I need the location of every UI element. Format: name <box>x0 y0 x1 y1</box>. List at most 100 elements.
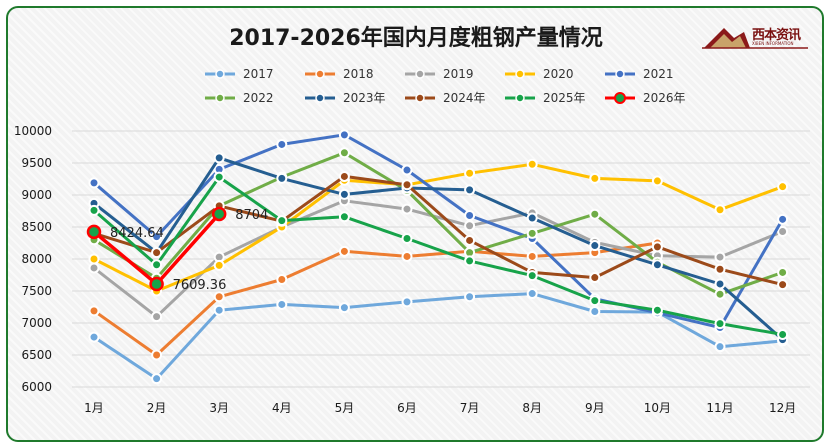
data-point <box>276 172 288 184</box>
legend-item: 2017 <box>205 67 274 81</box>
data-labels: 8424.64 7609.36 8704 <box>110 208 268 293</box>
legend-swatch-marker <box>315 69 325 79</box>
data-point <box>714 341 726 353</box>
logo-icon <box>702 28 808 49</box>
data-point <box>151 231 163 243</box>
data-point <box>338 188 350 200</box>
data-point <box>464 209 476 221</box>
y-tick-label: 9500 <box>21 156 52 170</box>
legend-swatch-marker <box>415 69 425 79</box>
data-point <box>88 331 100 343</box>
data-point <box>151 311 163 323</box>
logo-subtext: XIBEN INFORMATION <box>752 41 794 46</box>
data-point <box>777 181 789 193</box>
legend-swatch-marker <box>515 69 525 79</box>
legend-label: 2018 <box>343 67 374 81</box>
data-point <box>714 278 726 290</box>
logo-text: 西本资讯 <box>752 28 801 43</box>
series-line <box>92 199 785 319</box>
y-tick-label: 8000 <box>21 252 52 266</box>
x-tick-label: 2月 <box>147 401 167 415</box>
data-point <box>714 288 726 300</box>
series-2021 <box>88 129 789 333</box>
data-point <box>213 259 225 271</box>
data-point <box>589 172 601 184</box>
series-line <box>92 162 785 293</box>
series-line <box>92 175 785 336</box>
data-point <box>276 298 288 310</box>
legend-label: 2024年 <box>443 91 486 105</box>
series-line <box>92 133 785 329</box>
legend-swatch-marker <box>215 69 225 79</box>
y-tick-label: 9000 <box>21 188 52 202</box>
data-point <box>526 250 538 262</box>
x-tick-label: 10月 <box>644 401 671 415</box>
legend-item: 2024年 <box>405 91 486 105</box>
y-axis: 6000 6500 7000 7500 8000 8500 9000 9500 10000 <box>14 124 52 394</box>
legend-swatch-marker <box>215 93 225 103</box>
data-label: 7609.36 <box>173 278 227 293</box>
data-point <box>401 164 413 176</box>
legend-swatch-marker <box>315 93 325 103</box>
data-point <box>401 250 413 262</box>
series-2017 <box>88 288 789 385</box>
y-tick-label: 10000 <box>14 124 52 138</box>
series-2018 <box>88 237 663 361</box>
x-tick-label: 9月 <box>585 401 605 415</box>
x-tick-label: 5月 <box>335 401 355 415</box>
data-point <box>276 215 288 227</box>
series-line <box>92 174 785 287</box>
data-point <box>526 270 538 282</box>
chart-title: 2017-2026年国内月度粗钢产量情况 <box>229 25 603 51</box>
series-2025年 <box>88 171 789 341</box>
data-point <box>151 373 163 385</box>
legend-item: 2021 <box>605 67 674 81</box>
data-point <box>464 184 476 196</box>
data-point <box>338 302 350 314</box>
data-label: 8424.64 <box>110 226 164 241</box>
data-point <box>211 206 227 222</box>
data-point <box>86 224 102 240</box>
x-tick-label: 6月 <box>397 401 417 415</box>
y-tick-label: 7000 <box>21 316 52 330</box>
data-point <box>589 208 601 220</box>
legend-item: 2022 <box>205 91 274 105</box>
data-point <box>149 276 164 292</box>
legend-swatch-marker <box>615 69 625 79</box>
series-line <box>92 156 785 342</box>
data-point <box>88 177 100 189</box>
data-point <box>338 147 350 159</box>
data-point <box>651 259 663 271</box>
data-point <box>401 203 413 215</box>
data-point <box>88 262 100 274</box>
data-point <box>151 259 163 271</box>
data-point <box>213 304 225 316</box>
legend-swatch-marker <box>614 92 626 104</box>
data-point <box>526 212 538 224</box>
data-point <box>777 225 789 237</box>
x-tick-label: 11月 <box>706 401 733 415</box>
data-point <box>714 263 726 275</box>
data-point <box>401 233 413 245</box>
data-point <box>777 329 789 341</box>
series-2026年 <box>86 206 227 292</box>
data-point <box>151 349 163 361</box>
legend-label: 2019 <box>443 67 474 81</box>
data-point <box>88 204 100 216</box>
data-point <box>651 304 663 316</box>
legend-item: 2026年 <box>605 91 686 105</box>
x-tick-label: 1月 <box>84 401 104 415</box>
legend-label: 2025年 <box>543 91 586 105</box>
data-point <box>276 273 288 285</box>
data-point <box>651 241 663 253</box>
data-point <box>213 291 225 303</box>
data-point <box>777 213 789 225</box>
x-tick-label: 7月 <box>460 401 480 415</box>
legend-label: 2020 <box>543 67 574 81</box>
data-point <box>151 247 163 259</box>
data-point <box>276 138 288 150</box>
legend-item: 2025年 <box>505 91 586 105</box>
legend-label: 2021 <box>643 67 674 81</box>
data-point <box>464 167 476 179</box>
